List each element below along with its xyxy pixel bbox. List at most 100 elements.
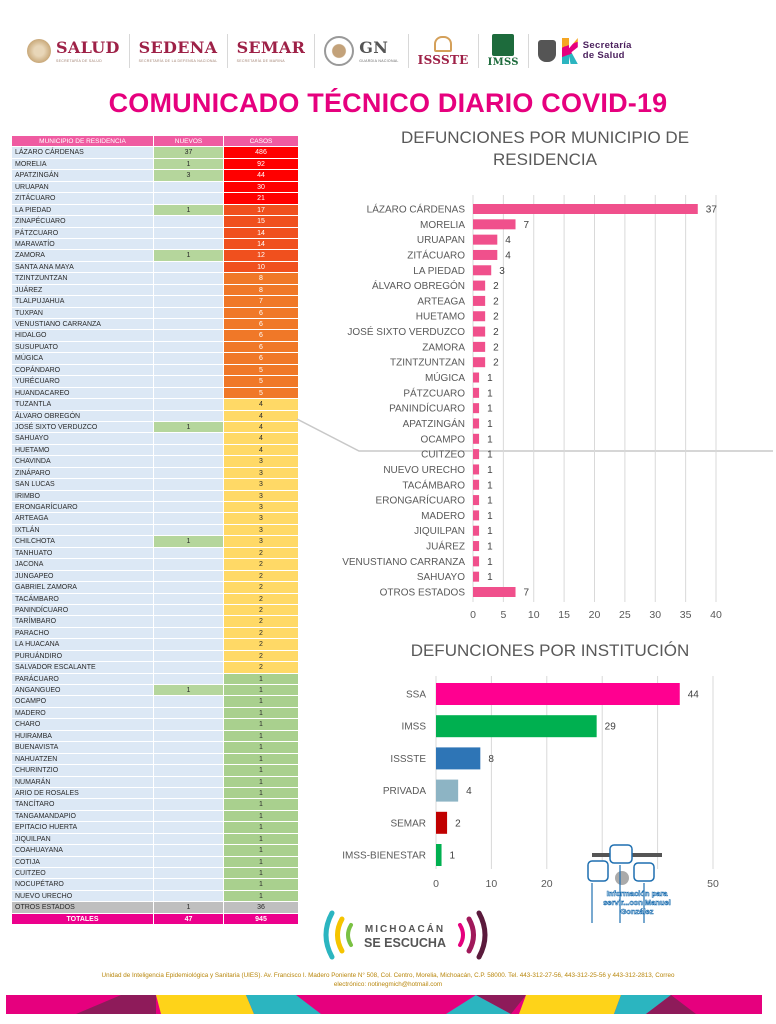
data-label: 2 [493,281,499,292]
category-label: PANINDÍCUARO [389,402,465,415]
cell-casos: 3 [224,524,298,537]
cell-municipio: TARÍMBARO [12,616,154,628]
table-row: GABRIEL ZAMORA 2 [12,582,298,594]
x-tick-label: 30 [649,609,661,621]
cell-nuevos [154,181,224,194]
table-row: EPITACIO HUERTA 1 [12,822,298,834]
cell-nuevos: 1 [154,250,224,262]
x-tick-label: 35 [680,609,692,621]
data-label: 2 [455,818,461,829]
x-tick-label: 20 [589,609,601,621]
cell-municipio: SUSUPUATO [12,341,154,354]
table-row: CHURINTZIO 1 [12,765,298,777]
footer-address-line1: Unidad de Inteligencia Epidemiológica y … [101,972,675,979]
table-row: SAHUAYO 4 [12,433,298,445]
cell-municipio: HUETAMO [12,444,154,457]
data-label: 8 [488,754,494,765]
category-label: TZINTZUNTZAN [390,358,465,369]
bar [436,779,459,802]
logo-gn-name: GN [359,38,389,57]
data-label: 1 [487,404,493,415]
table-row: JUÁREZ 8 [12,284,298,297]
cell-nuevos: 1 [154,158,224,171]
cell-municipio: TZINTZUNTZAN [12,273,154,285]
cell-nuevos [154,604,224,617]
cell-casos: 10 [224,261,298,274]
cell-municipio: ARIO DE ROSALES [12,787,154,800]
cell-municipio: ZAMORA [12,250,154,262]
cell-municipio: SAHUAYO [12,433,154,445]
cell-municipio: HIDALGO [12,330,154,342]
logo-semar-name: SEMAR [236,38,306,57]
mexico-seal-icon [27,39,51,63]
cell-nuevos [154,296,224,308]
divider [314,34,316,68]
cell-municipio: TANGAMANDAPIO [12,810,154,823]
cell-casos: 1 [224,742,298,754]
cell-municipio: MÚGICA [12,353,154,365]
x-tick-label: 0 [470,609,476,621]
logo-semar-subtitle: SECRETARÍA DE MARINA [236,59,285,63]
category-label: LÁZARO CÁRDENAS [367,203,466,216]
cell-municipio: ÁLVARO OBREGÓN [12,410,154,422]
bar [473,510,480,521]
cell-municipio: MADERO [12,707,154,720]
cases-table: MUNICIPIO DE RESIDENCIA NUEVOS CASOS LÁZ… [12,136,298,926]
category-label: APATZINGÁN [403,417,465,430]
table-row: YURÉCUARO 5 [12,376,298,388]
column-header-nuevos: NUEVOS [154,136,224,148]
cell-nuevos [154,307,224,319]
table-body: LÁZARO CÁRDENAS 37 486 MORELIA 1 92 APATZINGÁN… [12,147,298,903]
logo-gn: GN GUARDIA NACIONAL [315,30,407,72]
cell-nuevos [154,730,224,743]
cell-municipio: VENUSTIANO CARRANZA [12,319,154,331]
cell-nuevos [154,410,224,422]
table-row: JACONA 2 [12,559,298,571]
table-row: MARAVATÍO 14 [12,238,298,251]
cell-casos: 1 [224,879,298,891]
table-row-totales: TOTALES 47 945 [12,913,298,926]
cell-casos: 36 [224,902,298,914]
cell-nuevos [154,627,224,640]
bar [473,265,492,276]
cell-municipio: JIQUILPAN [12,833,154,846]
category-label: PÁTZCUARO [403,386,465,399]
category-label: TACÁMBARO [402,478,465,491]
cell-casos: 14 [224,238,298,251]
table-header-row: MUNICIPIO DE RESIDENCIA NUEVOS CASOS [12,136,298,148]
cell-municipio: PÁTZCUARO [12,227,154,239]
data-label: 1 [487,496,493,507]
campaign-line1: MICHOACÁN [365,922,445,935]
cell-municipio: YURÉCUARO [12,376,154,388]
table-row: PURUÁNDIRO 2 [12,650,298,663]
cell-casos: 6 [224,307,298,319]
cell-nuevos [154,810,224,823]
cell-casos: 1 [224,685,298,697]
table-row: LA PIEDAD 1 17 [12,204,298,217]
table-row: CHARO 1 [12,719,298,731]
table-row: CHAVINDA 3 [12,456,298,468]
cell-nuevos [154,387,224,400]
table-row: TUZANTLA 4 [12,399,298,411]
cell-casos: 4 [224,399,298,411]
connector-line [297,418,773,452]
cell-nuevos [154,787,224,800]
cell-casos: 1 [224,856,298,868]
logo-salud-name: SALUD [56,38,120,57]
cell-municipio: OTROS ESTADOS [12,902,154,914]
bar [473,326,486,337]
cell-casos: 2 [224,650,298,663]
bar [473,234,498,245]
cell-municipio: ANGANGUEO [12,685,154,697]
table-row: MADERO 1 [12,707,298,720]
cell-municipio: CHAVINDA [12,456,154,468]
cell-nuevos [154,456,224,468]
cell-casos: 1 [224,753,298,766]
cell-municipio: HUIRAMBA [12,730,154,743]
category-label: ISSSTE [390,754,426,765]
table-row: CHILCHOTA 1 3 [12,536,298,548]
bar [473,295,486,306]
category-label: SAHUAYO [417,572,465,583]
cell-municipio: TUXPAN [12,307,154,319]
cell-nuevos [154,376,224,388]
